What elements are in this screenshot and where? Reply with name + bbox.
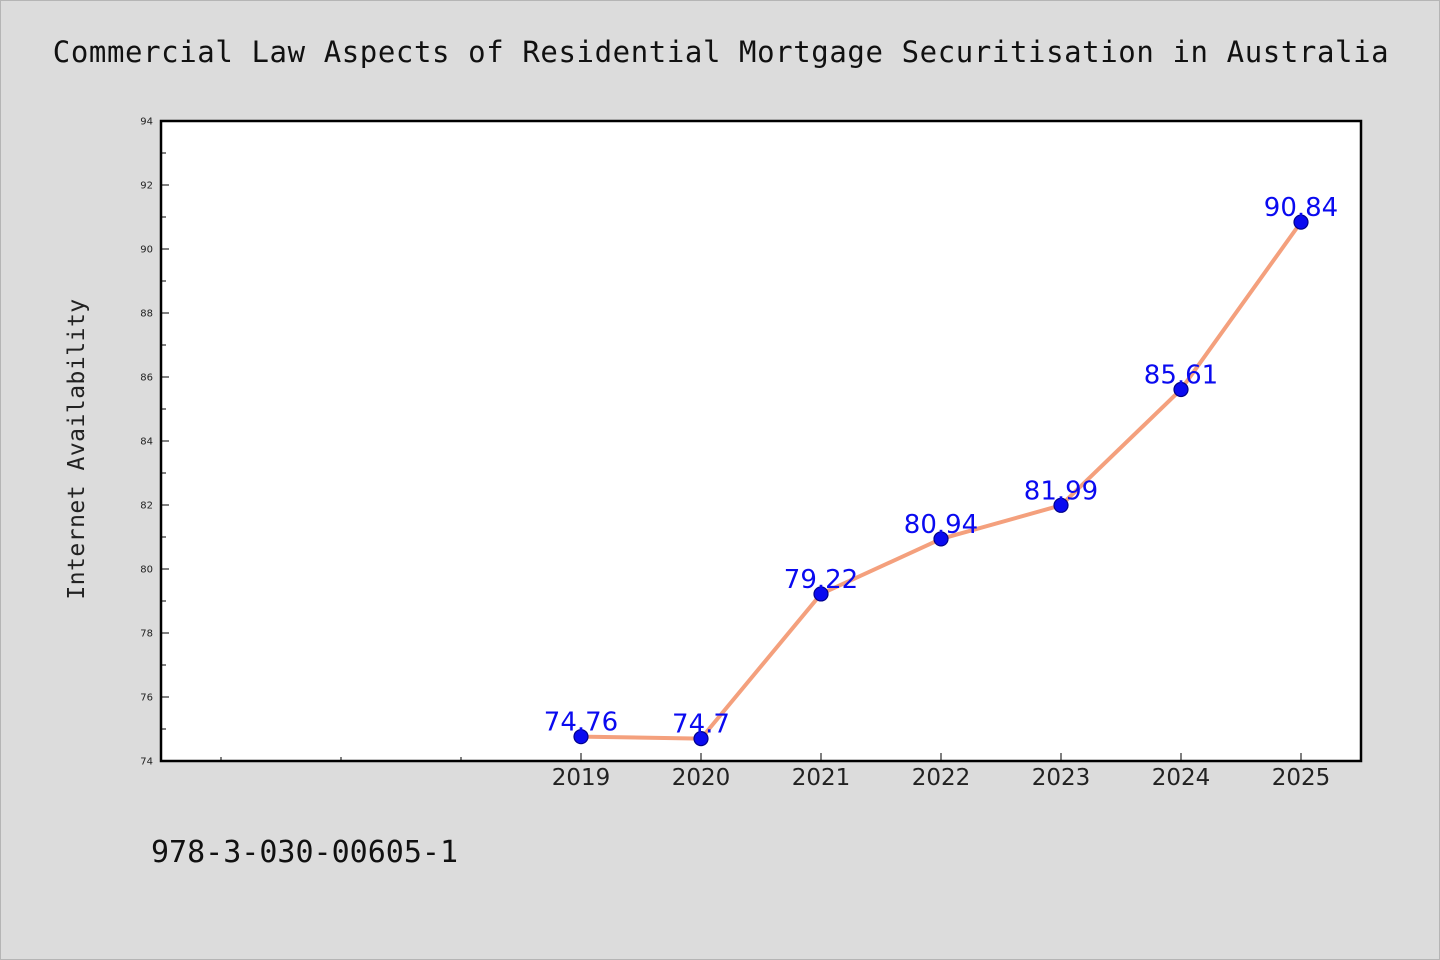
- y-tick-label: 76: [140, 693, 153, 704]
- y-tick-label: 92: [140, 181, 153, 192]
- y-tick-label: 78: [140, 629, 153, 640]
- x-tick-label: 2024: [1152, 765, 1211, 791]
- data-label: 74.7: [672, 710, 730, 740]
- x-tick-label: 2025: [1272, 765, 1331, 791]
- data-point: [1293, 214, 1309, 230]
- y-tick-label: 86: [140, 373, 153, 384]
- y-tick-label: 90: [140, 245, 153, 256]
- y-tick-label: 74: [140, 757, 153, 768]
- x-tick-label: 2022: [912, 765, 971, 791]
- y-tick-label: 82: [140, 501, 153, 512]
- isbn-label: 978-3-030-00605-1: [151, 835, 459, 870]
- data-label: 85.61: [1144, 360, 1218, 390]
- data-label: 80.94: [904, 510, 978, 540]
- x-tick-label: 2023: [1032, 765, 1091, 791]
- y-tick-label: 94: [140, 117, 153, 128]
- plot-frame: [159, 119, 1363, 763]
- x-tick-label: 2021: [792, 765, 851, 791]
- data-point: [813, 586, 829, 602]
- data-point: [933, 531, 949, 547]
- data-point: [1053, 497, 1069, 513]
- data-point: [1173, 381, 1189, 398]
- x-tick-label: 2020: [672, 765, 731, 791]
- chart-title: Commercial Law Aspects of Residential Mo…: [52, 35, 1390, 69]
- data-label: 79.22: [784, 565, 858, 595]
- y-tick-label: 84: [140, 437, 153, 448]
- data-label: 81.99: [1024, 476, 1098, 506]
- data-point: [693, 730, 709, 747]
- x-tick-label: 2019: [552, 765, 611, 791]
- y-tick-label: 88: [140, 309, 153, 320]
- data-label: 90.84: [1264, 193, 1338, 223]
- plot-area: 74 76 78 80 82 84 86 88 90 92 94 2019 2020 2021 2022 20…: [140, 117, 1363, 791]
- data-label: 74.76: [544, 708, 618, 738]
- plot-background: [161, 121, 1361, 761]
- y-tick-label: 80: [140, 565, 153, 576]
- data-point: [573, 729, 589, 745]
